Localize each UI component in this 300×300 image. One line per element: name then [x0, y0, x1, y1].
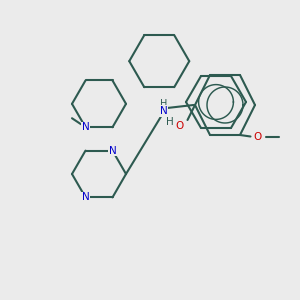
Text: N: N — [82, 192, 89, 203]
Text: H: H — [166, 117, 173, 128]
Text: N: N — [160, 106, 167, 116]
Text: O: O — [254, 131, 262, 142]
Text: O: O — [176, 121, 184, 131]
Text: N: N — [109, 146, 116, 156]
Text: N: N — [82, 122, 89, 132]
Text: H: H — [160, 99, 167, 109]
